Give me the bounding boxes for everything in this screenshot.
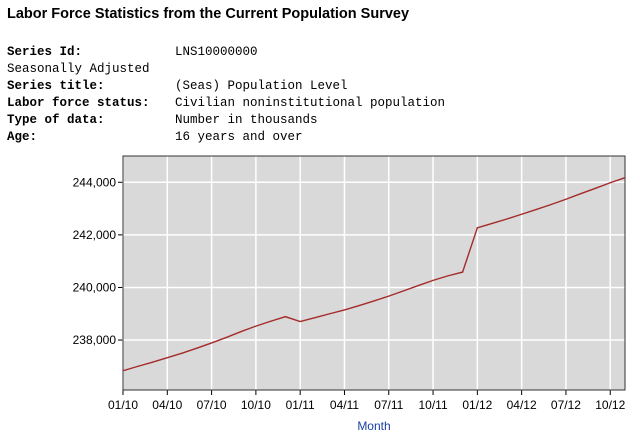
meta-label: Series title:	[7, 79, 105, 93]
data-point	[580, 193, 582, 195]
meta-row-labor-force-status: Labor force status: Civilian noninstituti…	[7, 95, 445, 112]
data-point	[535, 208, 538, 211]
meta-value: Number in thousands	[175, 113, 318, 127]
series-metadata: Series Id: LNS10000000 Seasonally Adjuste…	[7, 44, 445, 146]
x-tick-label: 04/11	[330, 398, 359, 412]
data-point	[343, 309, 346, 311]
data-point	[299, 320, 301, 323]
meta-row-series-title: Series title: (Seas) Population Level	[7, 78, 445, 95]
x-tick-label: 07/12	[551, 398, 581, 412]
meta-value: (Seas) Population Level	[175, 79, 348, 93]
x-tick-label: 10/10	[241, 398, 271, 412]
meta-row-series-id: Series Id: LNS10000000	[7, 44, 445, 61]
data-point	[314, 317, 316, 319]
meta-label: Age:	[7, 130, 38, 144]
meta-label: Labor force status:	[7, 96, 150, 110]
data-point	[521, 213, 523, 215]
meta-label: Type of data:	[7, 113, 105, 127]
x-tick-label: 07/10	[197, 398, 227, 412]
data-point	[609, 182, 611, 184]
data-point	[550, 203, 552, 206]
data-point	[432, 279, 434, 281]
x-tick-label: 10/11	[418, 398, 447, 412]
data-point	[491, 222, 493, 225]
page-title: Labor Force Statistics from the Current …	[7, 6, 410, 22]
data-point	[166, 357, 168, 359]
meta-label: Seasonally Adjusted	[7, 62, 150, 76]
data-point	[181, 352, 183, 354]
data-point	[402, 290, 405, 292]
data-point	[225, 336, 227, 339]
data-point	[151, 361, 154, 363]
data-point	[137, 365, 139, 367]
data-point	[329, 313, 331, 315]
data-point	[210, 342, 213, 344]
data-point	[624, 177, 626, 179]
data-point	[506, 218, 508, 220]
data-point	[373, 300, 375, 302]
data-point	[122, 370, 124, 372]
data-point	[417, 284, 419, 287]
meta-row-seasonally-adjusted: Seasonally Adjusted	[7, 61, 445, 78]
y-tick-label: 244,000	[73, 175, 117, 189]
y-tick-label: 242,000	[73, 228, 117, 242]
data-point	[284, 316, 287, 318]
data-point	[358, 304, 360, 307]
plot-border	[122, 155, 626, 391]
y-tick-label: 238,000	[73, 333, 117, 347]
data-point	[255, 325, 257, 327]
data-point	[594, 187, 597, 189]
meta-label: Series Id:	[7, 45, 83, 59]
meta-row-type-of-data: Type of data: Number in thousands	[7, 112, 445, 129]
plot-area	[123, 156, 625, 390]
meta-value: LNS10000000	[175, 45, 258, 59]
x-tick-label: 04/12	[507, 398, 537, 412]
data-point	[447, 275, 449, 277]
data-point	[270, 320, 272, 322]
data-point	[388, 295, 390, 297]
x-tick-label: 04/10	[152, 398, 182, 412]
data-point	[240, 330, 242, 333]
data-point	[476, 227, 478, 229]
data-point	[196, 347, 198, 349]
x-tick-label: 01/10	[108, 398, 138, 412]
x-tick-label: 01/12	[462, 398, 492, 412]
meta-row-age: Age: 16 years and over	[7, 129, 445, 146]
x-tick-label: 07/11	[374, 398, 403, 412]
x-tick-label: 01/11	[286, 398, 315, 412]
data-point	[461, 271, 464, 273]
meta-value: 16 years and over	[175, 130, 303, 144]
data-point	[565, 198, 567, 200]
x-tick-label: 10/12	[595, 398, 625, 412]
meta-value: Civilian noninstitutional population	[175, 96, 446, 110]
y-tick-label: 240,000	[73, 280, 117, 294]
x-axis-label: Month	[357, 419, 390, 433]
